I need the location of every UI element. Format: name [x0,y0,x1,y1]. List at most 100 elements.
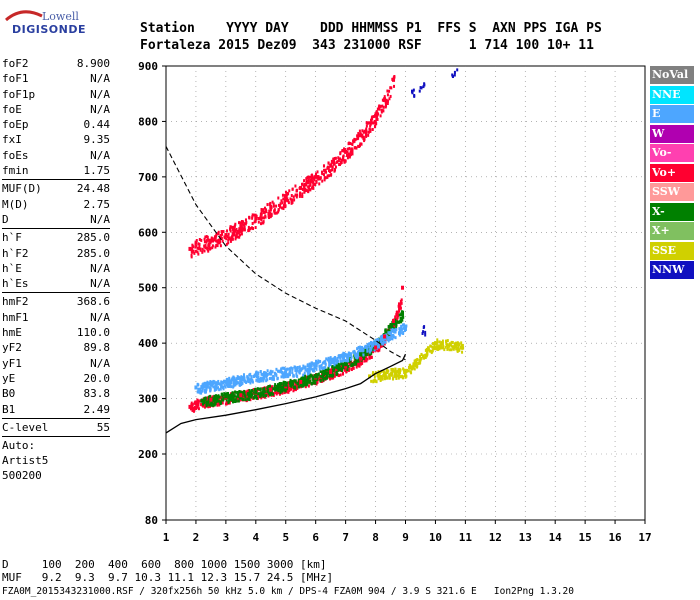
y-tick-label: 80 [145,514,158,527]
echo-point [365,345,368,349]
echo-point [258,379,261,383]
echo-point [221,381,224,385]
echo-point [219,244,222,248]
echo-point [217,238,220,242]
echo-point [256,392,259,396]
echo-point [310,367,313,371]
echo-point [333,156,336,160]
param-value: 55 [96,420,110,434]
echo-point [214,381,217,385]
echo-point [416,365,419,369]
echo-point [213,381,216,385]
echo-point [221,394,224,398]
echo-point [216,397,219,401]
echo-point [386,376,389,380]
echo-point [191,250,194,254]
echo-point [339,161,342,165]
param-row-fmin: fmin 1.75 [2,163,110,178]
trace-point [209,238,213,243]
echo-point [353,349,356,353]
echo-point [442,345,445,349]
echo-point [368,345,371,349]
echo-point [190,403,193,407]
param-value: N/A [90,356,110,370]
echo-point [423,356,426,360]
echo-point [192,409,195,413]
echo-point [378,345,381,349]
trace-point [344,364,348,369]
echo-point [388,89,391,93]
param-row-hmf2: hmF2 368.6 [2,294,110,309]
echo-point [373,378,376,382]
echo-point [331,165,334,169]
echo-point [247,377,250,381]
echo-point [347,353,350,357]
param-value: N/A [90,87,110,101]
echo-point [379,378,382,382]
echo-point [276,369,279,373]
echo-point [267,386,270,390]
echo-point [408,364,411,368]
echo-point [430,351,433,355]
echo-point [259,214,262,218]
echo-point [203,396,206,400]
param-key: foF2 [2,57,29,70]
x-tick-label: 5 [282,531,289,544]
echo-point [376,117,379,121]
trace-point [344,362,348,367]
echo-point [263,374,266,378]
trace-point [329,357,333,362]
separator [2,228,110,230]
echo-point [337,368,340,372]
echo-point [310,381,313,385]
param-row-foes: foEs N/A [2,148,110,163]
echo-point [356,137,359,141]
echo-point [395,370,398,374]
echo-point [303,190,306,194]
echo-point [244,395,247,399]
echo-point [316,361,319,365]
echo-point [257,220,260,224]
echo-point [281,193,284,197]
echo-point [347,142,350,146]
echo-point [397,374,400,378]
trace-point [254,216,258,221]
echo-point [384,105,387,109]
echo-point [388,374,391,378]
echo-point [412,366,415,370]
echo-point [390,86,393,90]
echo-point [294,365,297,369]
echo-point [233,380,236,384]
echo-point [226,379,229,383]
echo-point [348,155,351,159]
echo-point [313,364,316,368]
echo-point [331,160,334,164]
x-tick-label: 7 [342,531,349,544]
echo-point [376,107,379,111]
trace-point [383,97,387,102]
echo-point [261,216,264,220]
echo-point [329,376,332,380]
trace-point [269,205,273,210]
echo-point [374,112,377,116]
echo-point [426,348,429,352]
echo-point [390,368,393,372]
echo-point [252,375,255,379]
echo-point [199,391,202,395]
echo-point [259,388,262,392]
trace-point [284,382,288,387]
echo-point [237,381,240,385]
echo-point [291,382,294,386]
echo-point [280,367,283,371]
echo-point [328,174,331,178]
echo-point [225,242,228,246]
echo-point [456,346,459,350]
echo-point [381,338,384,342]
echo-point [334,156,337,160]
echo-point [279,205,282,209]
echo-point [351,152,354,156]
echo-point [341,149,344,153]
echo-point [375,117,378,121]
echo-point [235,234,238,238]
echo-point [220,383,223,387]
